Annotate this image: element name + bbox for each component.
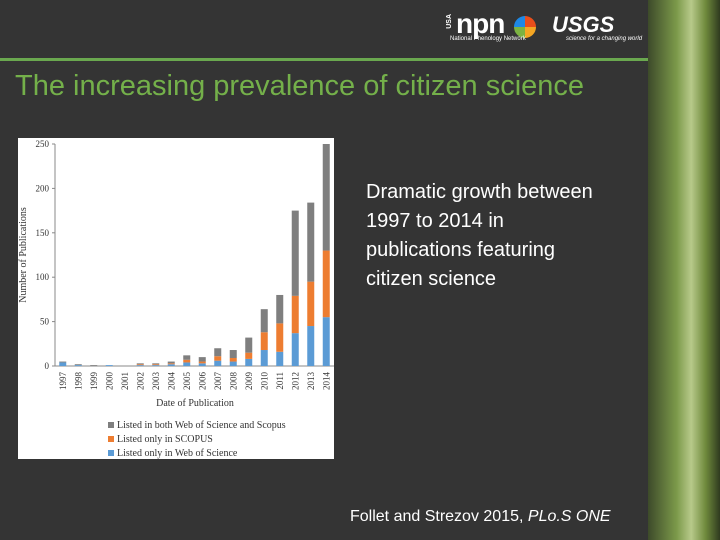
bar-segment: [152, 365, 160, 366]
logo-text: npn: [456, 8, 505, 39]
bar-segment: [260, 309, 268, 333]
wheat-image: [648, 0, 720, 540]
citation-journal: PLo.S ONE: [527, 508, 611, 525]
bar-segment: [322, 250, 330, 318]
bar-segment: [260, 332, 268, 351]
bar-segment: [136, 365, 144, 366]
y-tick-label: 150: [36, 228, 50, 238]
x-tick-label: 2011: [275, 372, 285, 390]
bar-segment: [59, 361, 67, 363]
logo-text: science for a changing world: [566, 36, 643, 42]
bar-segment: [245, 358, 253, 366]
x-tick-label: 1999: [89, 372, 99, 391]
bar-segment: [276, 323, 284, 352]
chart-background: [18, 138, 334, 459]
chart: 0 50 100 150 200 250 Number of Publications 199…: [18, 138, 334, 459]
x-tick-label: 1998: [73, 372, 83, 391]
bar-segment: [152, 363, 160, 365]
bar-segment: [183, 362, 191, 366]
body-line: Dramatic growth between: [366, 181, 593, 203]
body-text: Dramatic growth between 1997 to 2014 in pu…: [366, 178, 593, 294]
bar-segment: [276, 294, 284, 324]
x-tick-label: 2000: [104, 372, 114, 391]
bar-segment: [59, 362, 67, 366]
bar-segment: [214, 356, 222, 361]
bar-segment: [198, 361, 206, 364]
bar-segment: [307, 281, 315, 327]
y-tick-label: 200: [36, 183, 50, 193]
bar-segment: [183, 359, 191, 363]
y-tick-label: 100: [36, 272, 50, 282]
x-tick-label: 2006: [197, 372, 207, 391]
legend-swatch: [108, 422, 114, 428]
bar-segment: [198, 357, 206, 362]
bar-segment: [291, 295, 299, 334]
y-tick-label: 50: [40, 317, 50, 327]
body-line: citizen science: [366, 268, 497, 290]
y-axis-label: Number of Publications: [18, 207, 29, 303]
bar-segment: [90, 365, 98, 366]
bar-segment: [74, 365, 82, 366]
legend-swatch: [108, 450, 114, 456]
citation-text: Follet and Strezov 2015,: [350, 508, 524, 525]
x-tick-label: 2013: [306, 372, 316, 391]
bar-segment: [229, 361, 237, 366]
bar-segment: [322, 317, 330, 366]
bar-segment: [105, 365, 113, 366]
x-tick-label: 2010: [259, 372, 269, 391]
bar-segment: [198, 363, 206, 366]
bar-segment: [183, 355, 191, 360]
x-tick-label: 2008: [228, 372, 238, 391]
bar-segment: [152, 364, 160, 366]
x-tick-label: 2009: [244, 372, 254, 391]
legend-label: Listed in both Web of Science and Scopus: [117, 420, 286, 431]
x-axis-label: Date of Publication: [156, 398, 234, 409]
legend-label: Listed only in Web of Science: [117, 448, 238, 459]
bar-segment: [245, 337, 253, 353]
bar-segment: [276, 351, 284, 366]
bar-segment: [167, 363, 175, 365]
bar-segment: [291, 333, 299, 366]
bar-segment: [167, 364, 175, 366]
citation: Follet and Strezov 2015, PLo.S ONE: [350, 508, 611, 526]
legend-label: Listed only in SCOPUS: [117, 434, 213, 445]
header-rule: [0, 58, 648, 61]
y-tick-label: 0: [45, 361, 50, 371]
x-tick-label: 2002: [135, 372, 145, 390]
x-tick-label: 2007: [213, 372, 223, 391]
bar-segment: [214, 360, 222, 366]
bar-segment: [74, 364, 82, 366]
legend-swatch: [108, 436, 114, 442]
x-tick-label: 2005: [182, 372, 192, 391]
x-tick-label: 2014: [321, 372, 331, 391]
x-tick-label: 2001: [120, 372, 130, 390]
bar-segment: [136, 364, 144, 366]
x-tick-label: 2003: [151, 372, 161, 391]
logo-text: USA: [446, 14, 453, 29]
slide-title: The increasing prevalence of citizen sci…: [15, 70, 585, 102]
bar-segment: [291, 210, 299, 296]
x-tick-label: 1997: [58, 372, 68, 391]
y-tick-label: 250: [36, 139, 50, 149]
bar-segment: [245, 352, 253, 359]
bar-segment: [307, 202, 315, 282]
logo-icon: [514, 16, 536, 38]
bar-segment: [322, 144, 330, 251]
bar-segment: [229, 350, 237, 359]
x-tick-label: 2012: [290, 372, 300, 390]
logo-text: National Phenology Network: [450, 36, 526, 42]
logo-text: USGS: [552, 12, 615, 37]
bar-segment: [214, 348, 222, 357]
bar-segment: [136, 363, 144, 365]
bar-segment: [167, 361, 175, 364]
body-line: 1997 to 2014 in: [366, 210, 504, 232]
bar-segment: [229, 358, 237, 362]
body-line: publications featuring: [366, 239, 556, 261]
x-tick-label: 2004: [166, 372, 176, 391]
bar-segment: [260, 350, 268, 366]
bar-segment: [307, 326, 315, 366]
